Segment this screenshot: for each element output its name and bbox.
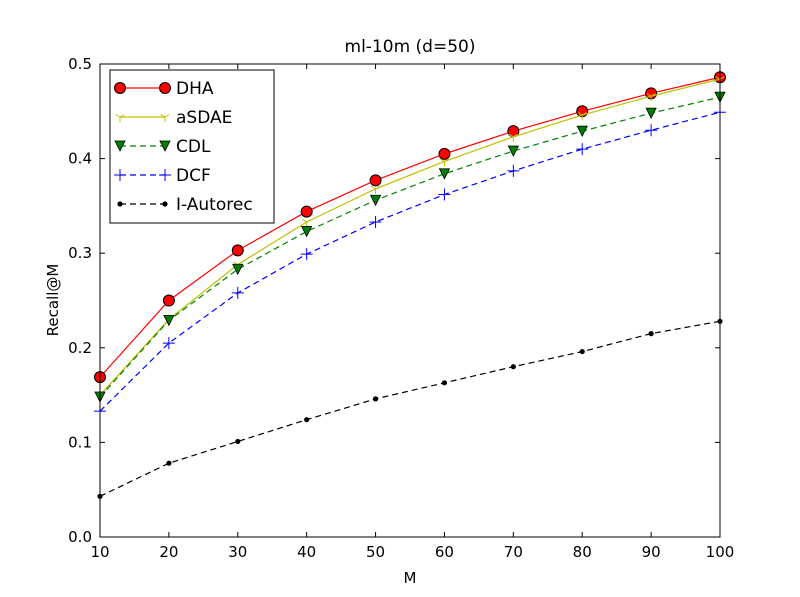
data-point-cdl <box>301 226 313 238</box>
data-point-cdl <box>369 194 382 207</box>
data-point-cdl <box>438 168 451 180</box>
legend-marker-dha <box>159 82 171 94</box>
legend-label-i-autorec: I-Autorec <box>176 195 253 215</box>
data-point-dcf <box>507 164 520 177</box>
legend-marker-i-autorec <box>162 201 168 207</box>
data-point-dha <box>231 244 244 257</box>
legend-label-dcf: DCF <box>176 166 211 186</box>
data-point-i-autorec <box>648 331 654 337</box>
legend-marker-asdae <box>115 114 125 122</box>
y-tick-label: 0.2 <box>68 339 92 357</box>
data-point-i-autorec <box>304 417 310 423</box>
series-line-cdl <box>99 96 721 398</box>
data-point-dcf <box>162 337 175 350</box>
data-point-dha <box>300 205 313 218</box>
y-tick-label: 0.1 <box>68 433 92 451</box>
data-point-i-autorec <box>235 438 241 445</box>
legend-marker-cdl <box>114 140 126 152</box>
legend-label-dha: DHA <box>176 79 214 99</box>
y-tick-label: 0.4 <box>68 150 92 168</box>
x-tick-label: 10 <box>90 543 109 561</box>
legend-label-asdae: aSDAE <box>176 108 232 128</box>
series-dha <box>94 71 726 384</box>
x-tick-label: 100 <box>706 543 735 561</box>
data-point-dcf <box>645 124 658 137</box>
data-point-asdae <box>577 112 587 121</box>
data-point-dha <box>162 294 175 307</box>
plot-frame <box>99 63 721 538</box>
data-point-asdae <box>370 185 381 194</box>
legend-marker-asdae <box>160 114 170 122</box>
x-tick-label: 60 <box>435 543 454 561</box>
x-tick-label: 50 <box>366 543 385 561</box>
series-line-dcf <box>99 111 721 412</box>
y-tick-label: 0.5 <box>68 55 92 73</box>
legend-label-cdl: CDL <box>176 137 211 157</box>
data-point-dcf <box>438 188 451 201</box>
data-point-asdae <box>439 158 450 167</box>
x-tick-label: 80 <box>573 543 592 561</box>
data-point-cdl <box>507 145 519 157</box>
y-axis-label: Recall@M <box>44 264 62 337</box>
legend-marker-dha <box>114 82 126 94</box>
data-point-i-autorec <box>166 460 172 466</box>
x-tick-label: 70 <box>504 543 523 561</box>
data-point-dcf <box>231 286 244 299</box>
chart-title: ml-10m (d=50) <box>345 37 476 57</box>
data-point-i-autorec <box>372 396 379 402</box>
data-point-cdl <box>576 125 588 138</box>
data-point-dcf <box>369 215 382 228</box>
x-tick-label: 90 <box>642 543 661 561</box>
series-line-dha <box>99 76 721 378</box>
data-point-asdae <box>508 133 518 142</box>
data-point-i-autorec <box>579 348 585 355</box>
axis-ticks: 10 20 30 40 50 60 70 80 90 100 0.0 0.1 0.2 0.3 0.4 0.5 <box>68 55 734 561</box>
legend-marker-dcf <box>114 169 126 181</box>
legend-marker-cdl <box>159 140 171 152</box>
y-tick-label: 0.3 <box>68 244 92 262</box>
data-point-asdae <box>646 93 656 102</box>
legend: DHA aSDAE CDL DCF I-Autorec <box>109 69 275 224</box>
data-point-dha <box>438 147 451 160</box>
data-point-cdl <box>645 107 657 120</box>
x-axis-label: M <box>404 569 417 587</box>
series-line-asdae <box>99 78 721 396</box>
data-point-cdl <box>232 263 244 276</box>
x-tick-label: 40 <box>297 543 316 561</box>
legend-marker-i-autorec <box>117 201 123 207</box>
data-point-dcf <box>576 143 589 156</box>
x-tick-label: 20 <box>159 543 178 561</box>
legend-marker-dcf <box>159 169 171 181</box>
data-point-i-autorec <box>510 364 516 370</box>
series-i-autorec <box>97 318 723 499</box>
data-point-cdl <box>163 314 175 327</box>
data-point-dcf <box>300 248 313 261</box>
x-tick-label: 30 <box>228 543 247 561</box>
data-point-i-autorec <box>441 380 448 386</box>
y-tick-label: 0.0 <box>68 528 92 546</box>
legend-box <box>109 69 275 224</box>
series-line-i-autorec <box>99 320 721 497</box>
data-point-dha <box>369 174 382 187</box>
